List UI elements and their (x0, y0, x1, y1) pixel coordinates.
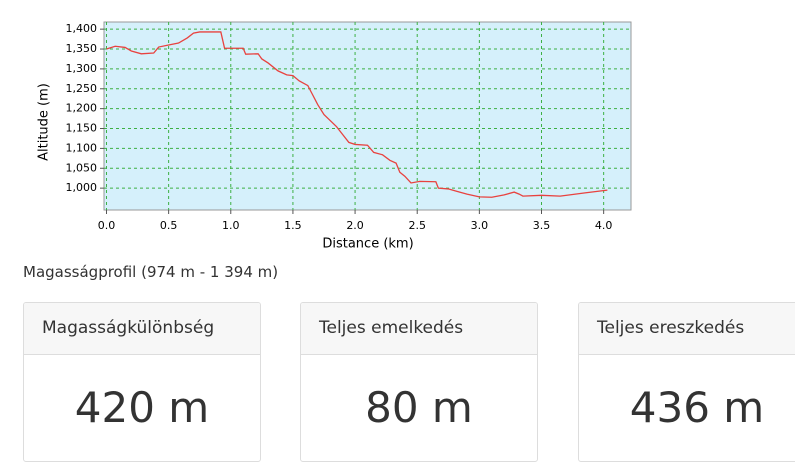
y-tick-label: 1,250 (66, 82, 98, 95)
plot-area (103, 21, 632, 211)
x-tick-label: 3.0 (471, 219, 489, 232)
x-tick-label: 0.5 (160, 219, 178, 232)
x-tick-label: 4.0 (595, 219, 613, 232)
card-value: 420 m (74, 383, 210, 432)
y-tick-label: 1,400 (66, 22, 98, 35)
y-tick-label: 1,150 (66, 122, 98, 135)
y-axis-title: Altitude (m) (37, 83, 52, 161)
stat-card: Magasságkülönbség 420 m (23, 302, 261, 462)
card-title: Teljes emelkedés (301, 303, 537, 355)
y-tick-label: 1,050 (66, 161, 98, 174)
card-value: 436 m (629, 383, 765, 432)
stat-card: Teljes emelkedés 80 m (300, 302, 538, 462)
y-tick-label: 1,000 (66, 181, 98, 194)
x-tick-label: 1.0 (222, 219, 240, 232)
card-title: Magasságkülönbség (24, 303, 260, 355)
card-value: 80 m (365, 383, 473, 432)
page: {"chart_data": {"type": "line", "xlabel"… (23, 21, 795, 462)
y-tick-label: 1,200 (66, 102, 98, 115)
x-tick-label: 3.5 (533, 219, 551, 232)
y-tick-label: 1,350 (66, 42, 98, 55)
x-tick-label: 1.5 (284, 219, 302, 232)
x-tick-label: 2.5 (408, 219, 426, 232)
x-axis-title: Distance (km) (322, 237, 413, 252)
altitude-line (106, 31, 608, 198)
y-tick-label: 1,100 (66, 141, 98, 154)
x-tick-label: 0.0 (98, 219, 116, 232)
stat-card: Teljes ereszkedés 436 m (578, 302, 795, 462)
y-tick-label: 1,300 (66, 62, 98, 75)
chart: Distance (km) Altitude (m) 1,000 1,050 1,1… (37, 21, 632, 252)
profile-caption: Magasságprofil (974 m - 1 394 m) (23, 263, 279, 281)
x-tick-label: 2.0 (346, 219, 364, 232)
card-title: Teljes ereszkedés (579, 303, 795, 355)
